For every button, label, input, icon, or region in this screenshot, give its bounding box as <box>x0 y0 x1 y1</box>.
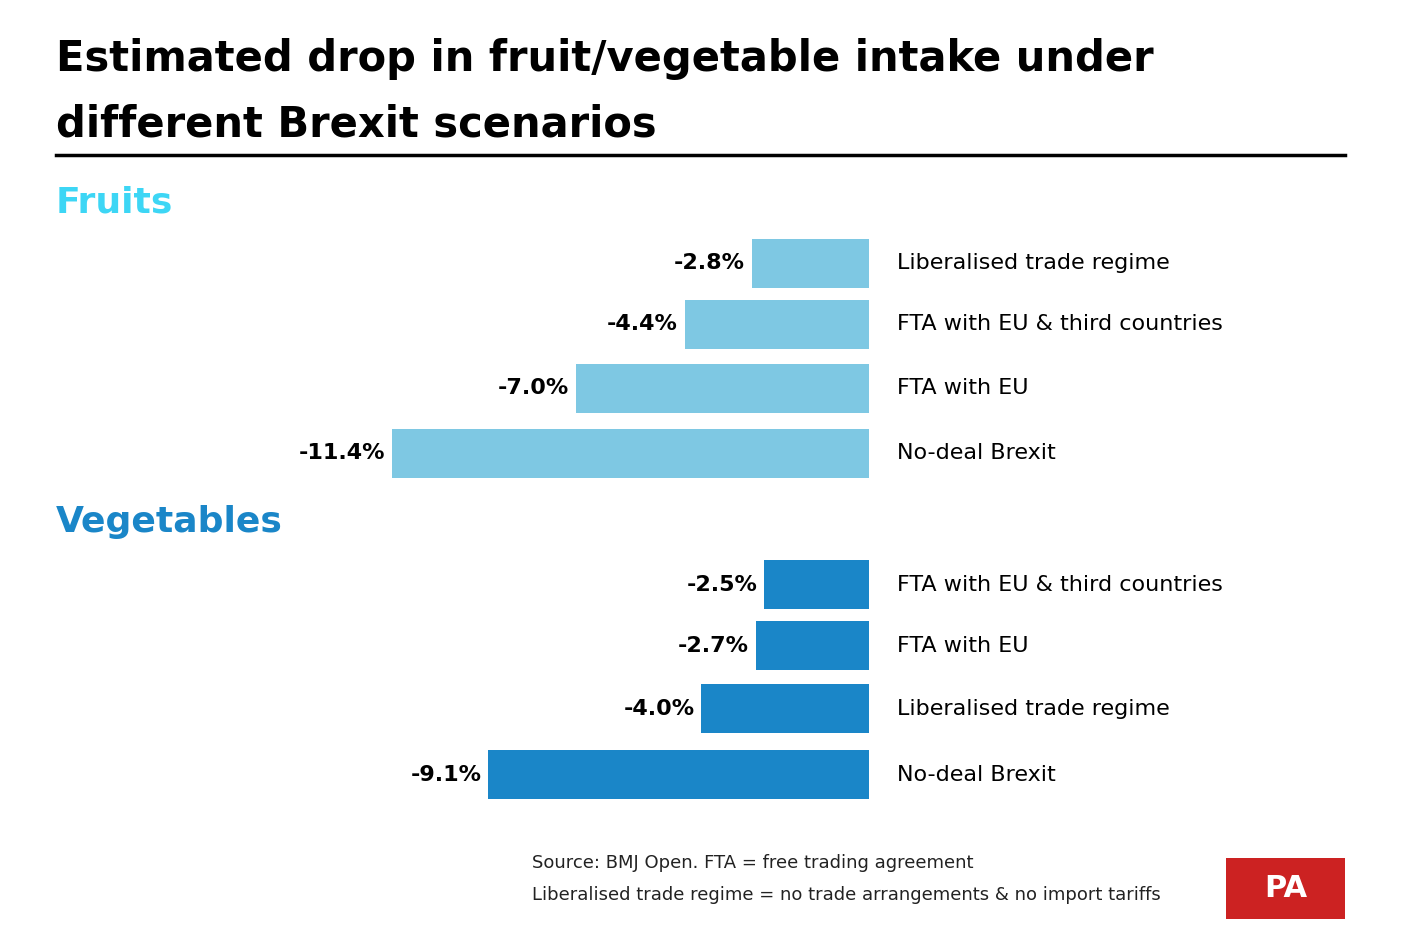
Text: FTA with EU: FTA with EU <box>897 635 1028 656</box>
Bar <box>685 300 869 349</box>
Text: Estimated drop in fruit/vegetable intake under: Estimated drop in fruit/vegetable intake… <box>56 38 1153 80</box>
Text: -2.7%: -2.7% <box>678 635 748 656</box>
Text: -7.0%: -7.0% <box>497 378 569 399</box>
Bar <box>392 429 869 478</box>
Text: Vegetables: Vegetables <box>56 505 283 539</box>
Text: -2.8%: -2.8% <box>674 253 744 274</box>
Text: No-deal Brexit: No-deal Brexit <box>897 764 1055 785</box>
Text: Fruits: Fruits <box>56 185 174 219</box>
Text: FTA with EU & third countries: FTA with EU & third countries <box>897 314 1223 335</box>
Text: Liberalised trade regime: Liberalised trade regime <box>897 253 1170 274</box>
Bar <box>489 750 869 799</box>
Text: -11.4%: -11.4% <box>298 443 385 463</box>
Bar <box>702 684 869 733</box>
Text: Source: BMJ Open. FTA = free trading agreement: Source: BMJ Open. FTA = free trading agr… <box>532 854 974 872</box>
Text: -4.0%: -4.0% <box>623 698 695 719</box>
Text: No-deal Brexit: No-deal Brexit <box>897 443 1055 463</box>
Bar <box>751 239 869 288</box>
Bar <box>576 364 869 413</box>
Bar <box>1226 858 1345 919</box>
Text: -2.5%: -2.5% <box>686 574 757 595</box>
Text: FTA with EU: FTA with EU <box>897 378 1028 399</box>
Text: -9.1%: -9.1% <box>410 764 482 785</box>
Text: different Brexit scenarios: different Brexit scenarios <box>56 103 657 146</box>
Bar <box>755 621 869 670</box>
Text: -4.4%: -4.4% <box>607 314 678 335</box>
Text: PA: PA <box>1264 874 1307 903</box>
Text: FTA with EU & third countries: FTA with EU & third countries <box>897 574 1223 595</box>
Text: Liberalised trade regime = no trade arrangements & no import tariffs: Liberalised trade regime = no trade arra… <box>532 885 1161 904</box>
Bar <box>764 560 869 609</box>
Text: Liberalised trade regime: Liberalised trade regime <box>897 698 1170 719</box>
